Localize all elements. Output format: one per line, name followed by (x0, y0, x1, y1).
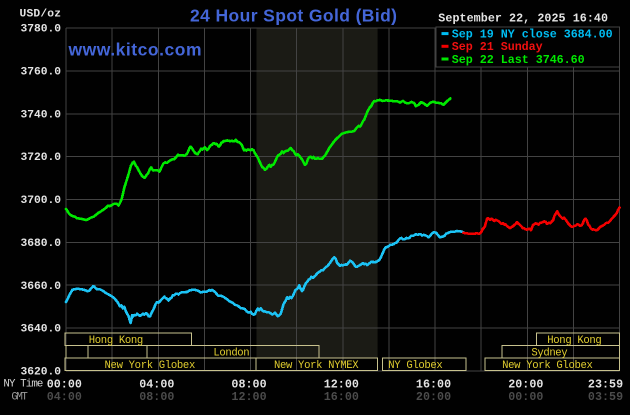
svg-text:New York Globex: New York Globex (502, 360, 593, 372)
svg-text:08:00: 08:00 (231, 377, 266, 391)
svg-text:04:00: 04:00 (139, 377, 174, 391)
svg-text:Sep 21 Sunday: Sep 21 Sunday (452, 40, 543, 54)
svg-text:3620.0: 3620.0 (21, 367, 62, 379)
svg-text:20:00: 20:00 (416, 390, 451, 404)
svg-text:12:00: 12:00 (231, 390, 266, 404)
svg-text:12:00: 12:00 (324, 377, 359, 391)
svg-text:London: London (213, 347, 249, 359)
svg-text:3640.0: 3640.0 (21, 324, 62, 336)
svg-text:GMT: GMT (11, 391, 28, 403)
svg-text:Hong Kong: Hong Kong (89, 335, 143, 347)
svg-text:www.kitco.com: www.kitco.com (68, 40, 202, 60)
svg-text:3760.0: 3760.0 (21, 67, 62, 79)
svg-text:Sydney: Sydney (531, 347, 567, 359)
svg-text:3740.0: 3740.0 (21, 109, 62, 121)
svg-text:3780.0: 3780.0 (21, 24, 62, 36)
svg-text:USD/oz: USD/oz (20, 9, 62, 21)
svg-text:24 Hour Spot Gold (Bid): 24 Hour Spot Gold (Bid) (190, 6, 397, 26)
svg-text:16:00: 16:00 (324, 390, 359, 404)
svg-text:September 22, 2025 16:40: September 22, 2025 16:40 (438, 12, 608, 26)
svg-text:20:00: 20:00 (508, 377, 543, 391)
svg-text:23:59: 23:59 (588, 377, 623, 391)
svg-text:NY Globex: NY Globex (388, 360, 442, 372)
svg-text:Sep 19 NY close 3684.00: Sep 19 NY close 3684.00 (452, 27, 613, 41)
svg-text:08:00: 08:00 (139, 390, 174, 404)
svg-text:Sep 22 Last 3746.60: Sep 22 Last 3746.60 (452, 53, 585, 67)
svg-text:03:59: 03:59 (588, 390, 623, 404)
svg-text:New York NYMEX: New York NYMEX (274, 360, 359, 372)
svg-text:NY Time: NY Time (3, 378, 43, 390)
svg-text:00:00: 00:00 (508, 390, 543, 404)
svg-text:3680.0: 3680.0 (21, 238, 62, 250)
svg-text:04:00: 04:00 (47, 390, 82, 404)
svg-text:New York Globex: New York Globex (105, 360, 196, 372)
svg-text:3700.0: 3700.0 (21, 195, 62, 207)
svg-text:3720.0: 3720.0 (21, 152, 62, 164)
svg-text:Hong Kong: Hong Kong (547, 335, 601, 347)
svg-text:16:00: 16:00 (416, 377, 451, 391)
svg-text:3660.0: 3660.0 (21, 281, 62, 293)
svg-text:00:00: 00:00 (47, 377, 82, 391)
